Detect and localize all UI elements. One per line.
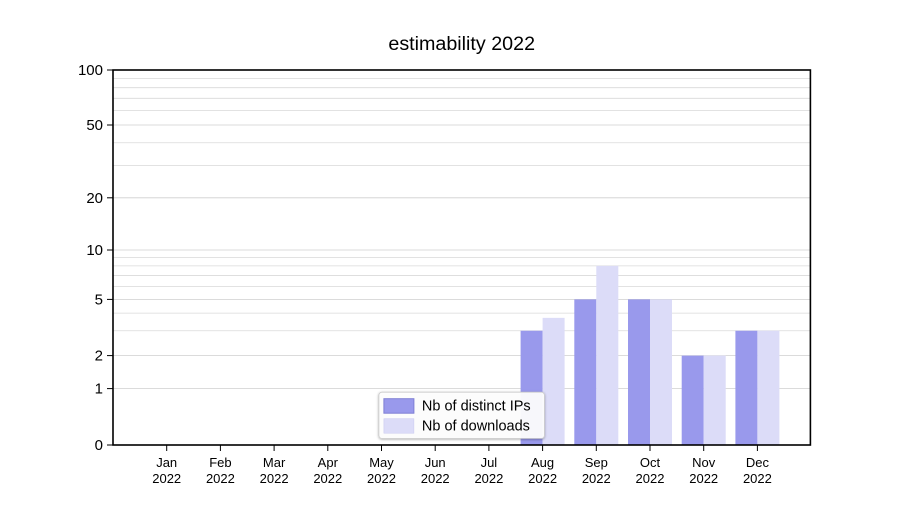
svg-text:Feb: Feb <box>209 455 231 470</box>
svg-text:2022: 2022 <box>367 471 396 486</box>
svg-text:2022: 2022 <box>313 471 342 486</box>
svg-text:Apr: Apr <box>318 455 339 470</box>
svg-text:2: 2 <box>95 348 103 365</box>
svg-text:2022: 2022 <box>689 471 718 486</box>
svg-text:2022: 2022 <box>582 471 611 486</box>
svg-text:0: 0 <box>95 437 103 454</box>
svg-text:Nov: Nov <box>692 455 716 470</box>
svg-text:Dec: Dec <box>746 455 770 470</box>
svg-text:Jul: Jul <box>481 455 498 470</box>
svg-text:Aug: Aug <box>531 455 554 470</box>
svg-text:100: 100 <box>78 62 103 79</box>
svg-text:2022: 2022 <box>206 471 235 486</box>
svg-text:Sep: Sep <box>585 455 608 470</box>
svg-text:Nb of distinct IPs: Nb of distinct IPs <box>422 399 531 415</box>
svg-text:2022: 2022 <box>421 471 450 486</box>
svg-text:2022: 2022 <box>260 471 289 486</box>
svg-text:Nb of downloads: Nb of downloads <box>422 419 530 435</box>
svg-text:Oct: Oct <box>640 455 661 470</box>
svg-text:10: 10 <box>86 242 103 259</box>
svg-text:estimability 2022: estimability 2022 <box>388 33 535 55</box>
svg-text:May: May <box>369 455 394 470</box>
svg-text:2022: 2022 <box>743 471 772 486</box>
svg-text:2022: 2022 <box>636 471 665 486</box>
svg-text:Mar: Mar <box>263 455 286 470</box>
svg-text:2022: 2022 <box>474 471 503 486</box>
svg-text:50: 50 <box>86 117 103 134</box>
svg-text:1: 1 <box>95 381 103 398</box>
svg-text:5: 5 <box>95 291 103 308</box>
svg-text:Jun: Jun <box>425 455 446 470</box>
svg-text:20: 20 <box>86 190 103 207</box>
svg-text:Jan: Jan <box>156 455 177 470</box>
svg-text:2022: 2022 <box>528 471 557 486</box>
svg-text:2022: 2022 <box>152 471 181 486</box>
